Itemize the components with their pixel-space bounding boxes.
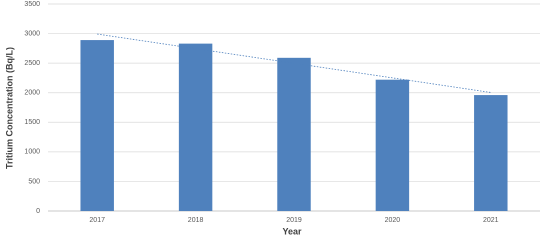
y-tick-label: 2000 [24,90,40,97]
x-tick-label: 2018 [188,217,204,224]
bar [474,95,508,211]
y-axis-title: Tritium Concentration (Bq/L) [4,47,14,169]
y-tick-label: 2500 [24,60,40,67]
y-tick-label: 500 [28,178,40,185]
bar [277,57,311,211]
trendline [97,33,491,93]
x-tick-label: 2017 [89,217,105,224]
y-tick-label: 0 [36,208,40,215]
y-tick-label: 3500 [24,1,40,8]
x-axis-title: Year [282,226,302,236]
x-tick-label: 2020 [385,217,401,224]
x-tick-label: 2021 [483,217,499,224]
y-tick-label: 3000 [24,30,40,37]
x-tick-label: 2019 [286,217,302,224]
bar [178,43,213,211]
y-tick-label: 1000 [24,149,40,156]
bar [80,40,114,211]
bar [375,79,410,212]
y-tick-label: 1500 [24,119,40,126]
